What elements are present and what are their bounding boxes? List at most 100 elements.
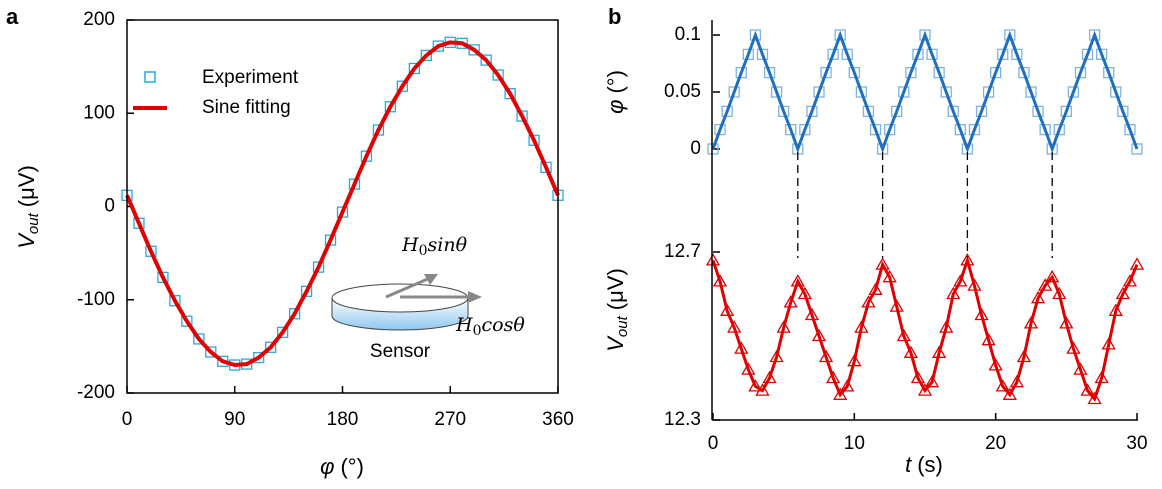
data-point bbox=[742, 48, 754, 61]
x-tick-label: 10 bbox=[844, 433, 865, 454]
data-point bbox=[528, 134, 540, 146]
annotation-part: 0 bbox=[419, 243, 428, 259]
data-point bbox=[912, 48, 924, 61]
data-point bbox=[193, 333, 205, 345]
data-point bbox=[372, 124, 385, 136]
x-tick-label: 180 bbox=[327, 409, 359, 430]
legend-label: Experiment bbox=[202, 67, 299, 88]
data-point bbox=[1124, 123, 1136, 136]
data-point bbox=[990, 66, 1002, 79]
annotation-part: cosθ bbox=[482, 314, 526, 336]
data-point bbox=[1074, 66, 1087, 79]
label-unit: (°) bbox=[603, 70, 628, 93]
data-point bbox=[1053, 123, 1065, 136]
data-point bbox=[833, 387, 848, 400]
data-point bbox=[420, 49, 432, 62]
data-point bbox=[896, 328, 911, 342]
y-tick-label: 0.1 bbox=[675, 24, 701, 45]
data-point bbox=[884, 123, 896, 136]
label-symbol: V bbox=[14, 232, 39, 249]
data-point bbox=[826, 370, 841, 384]
x-tick-label: 0 bbox=[122, 409, 133, 430]
data-point bbox=[924, 374, 940, 388]
data-point bbox=[953, 274, 968, 287]
data-point bbox=[516, 110, 528, 122]
data-point bbox=[408, 62, 420, 75]
data-point bbox=[1088, 29, 1101, 41]
data-point bbox=[947, 105, 959, 118]
data-point bbox=[1038, 278, 1053, 291]
data-point bbox=[288, 308, 301, 320]
data-point bbox=[799, 123, 811, 136]
data-point bbox=[1087, 391, 1102, 405]
annotation: H0cosθ bbox=[455, 314, 525, 339]
data-point bbox=[756, 48, 769, 61]
data-point bbox=[1080, 383, 1095, 396]
label-unit: (s) bbox=[917, 452, 943, 477]
data-point bbox=[806, 105, 818, 118]
data-point bbox=[763, 66, 776, 79]
x-tick-label: 0 bbox=[708, 433, 719, 454]
data-point bbox=[1103, 66, 1115, 79]
x-tick-label: 30 bbox=[1126, 433, 1147, 454]
legend-label: Sine fitting bbox=[202, 97, 291, 118]
data-point bbox=[975, 105, 988, 118]
data-point bbox=[940, 86, 952, 98]
annotation-part: H bbox=[401, 234, 419, 256]
y-axis-label: Vout (μV) bbox=[14, 165, 42, 249]
data-point bbox=[997, 48, 1009, 61]
label-unit: (μV) bbox=[14, 165, 39, 207]
data-point bbox=[926, 48, 938, 61]
y-axis-label: Vout (μV) bbox=[603, 268, 631, 352]
data-point bbox=[468, 44, 480, 56]
panel-label: a bbox=[6, 4, 19, 29]
data-point bbox=[910, 370, 926, 384]
panel-label: b bbox=[608, 4, 621, 29]
data-point bbox=[1045, 269, 1060, 283]
data-point bbox=[1025, 86, 1037, 98]
data-point bbox=[995, 379, 1010, 392]
annotation: Sensor bbox=[370, 341, 431, 362]
data-point bbox=[1039, 123, 1051, 136]
x-tick-label: 360 bbox=[542, 409, 574, 430]
data-point bbox=[396, 80, 409, 92]
data-point bbox=[1110, 86, 1122, 98]
data-point bbox=[968, 123, 981, 136]
data-point bbox=[869, 123, 882, 136]
label-subscript: out bbox=[25, 212, 42, 234]
data-point bbox=[265, 341, 277, 353]
data-point bbox=[1009, 374, 1024, 388]
data-point bbox=[728, 86, 740, 98]
annotation: H0sinθ bbox=[401, 234, 468, 259]
data-point bbox=[707, 143, 719, 155]
data-point bbox=[749, 29, 762, 41]
y-tick-label: 12.3 bbox=[664, 409, 701, 430]
data-line bbox=[125, 40, 560, 368]
data-point bbox=[1004, 29, 1016, 41]
data-point bbox=[1060, 105, 1072, 118]
data-line bbox=[711, 30, 1139, 154]
data-point bbox=[735, 66, 747, 79]
data-point bbox=[720, 303, 735, 316]
data-line bbox=[711, 255, 1139, 403]
data-point bbox=[384, 101, 397, 113]
x-tick-label: 90 bbox=[224, 409, 245, 430]
sensor-inset bbox=[331, 274, 482, 331]
x-tick-label: 270 bbox=[434, 409, 466, 430]
data-point bbox=[1067, 86, 1080, 98]
data-point bbox=[1011, 48, 1023, 61]
data-point bbox=[840, 379, 855, 392]
y-tick-label: 100 bbox=[83, 102, 115, 123]
label-unit: (μV) bbox=[603, 268, 628, 310]
data-point bbox=[276, 326, 289, 339]
data-point bbox=[300, 285, 313, 298]
data-point bbox=[492, 69, 504, 81]
data-point bbox=[714, 123, 726, 136]
data-point bbox=[891, 105, 903, 118]
data-point bbox=[181, 315, 193, 327]
x-axis-label: φ (°) bbox=[320, 454, 364, 479]
label-subscript: out bbox=[614, 315, 631, 337]
data-point bbox=[919, 29, 931, 41]
data-point bbox=[868, 282, 883, 295]
